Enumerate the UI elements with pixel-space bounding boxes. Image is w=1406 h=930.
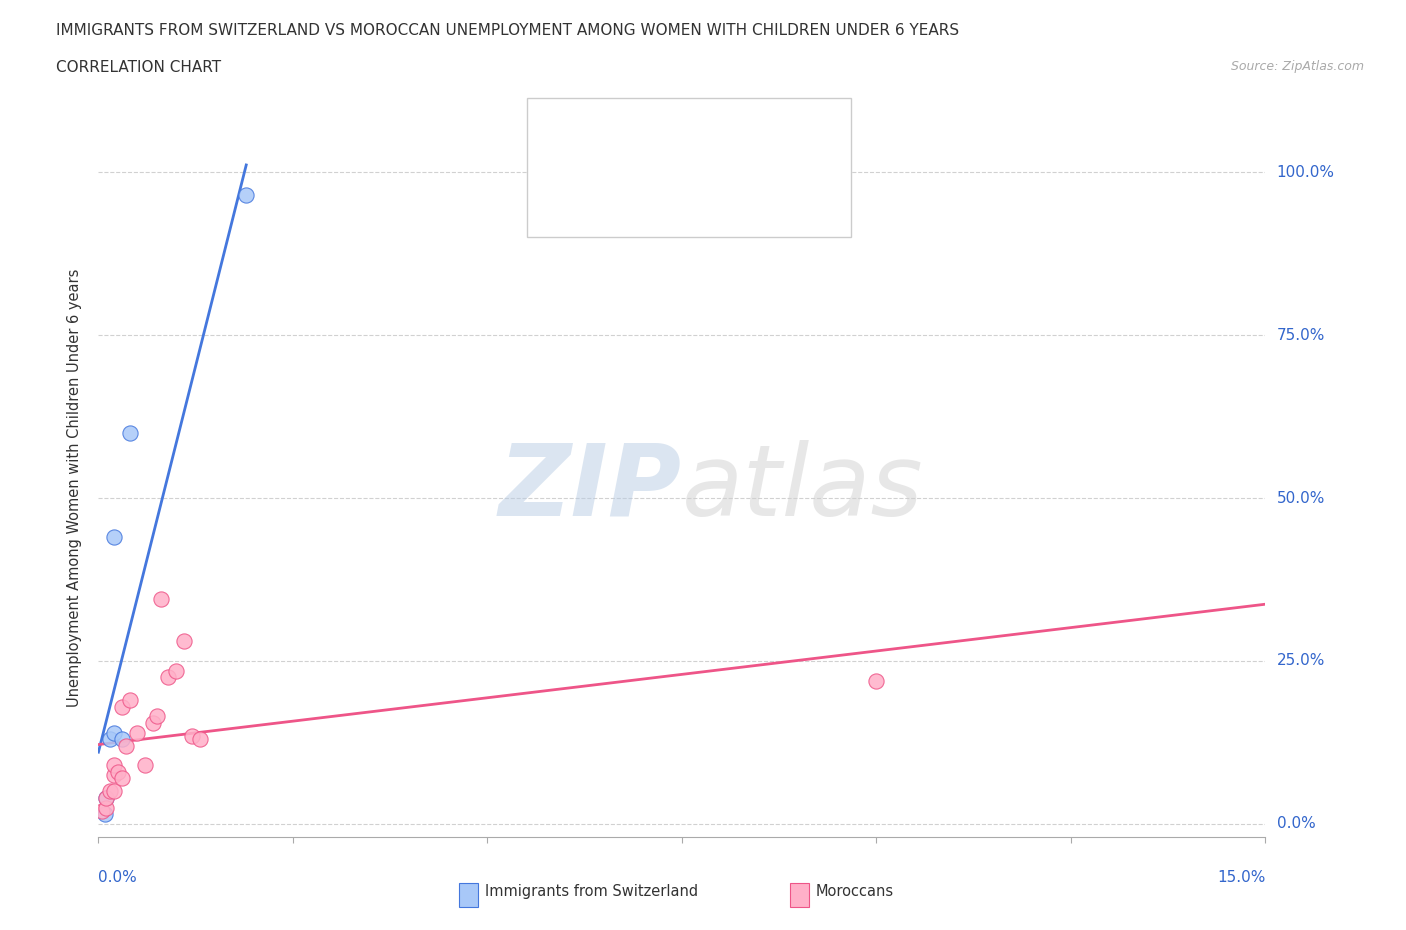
- Point: [103, 758, 125, 773]
- Point: [134, 758, 156, 773]
- Text: Immigrants from Switzerland: Immigrants from Switzerland: [485, 884, 699, 899]
- Point: [103, 725, 125, 740]
- Point: [165, 663, 187, 678]
- Point: [118, 693, 141, 708]
- Point: [142, 715, 165, 730]
- Text: Source: ZipAtlas.com: Source: ZipAtlas.com: [1230, 60, 1364, 73]
- Text: Moroccans: Moroccans: [815, 884, 894, 899]
- Text: 100.0%: 100.0%: [1277, 165, 1334, 179]
- Text: 75.0%: 75.0%: [1277, 327, 1324, 342]
- Text: IMMIGRANTS FROM SWITZERLAND VS MOROCCAN UNEMPLOYMENT AMONG WOMEN WITH CHILDREN U: IMMIGRANTS FROM SWITZERLAND VS MOROCCAN …: [56, 23, 959, 38]
- Point: [146, 709, 169, 724]
- Point: [91, 804, 114, 818]
- Point: [111, 771, 134, 786]
- Text: R = 0.940   N =  8: R = 0.940 N = 8: [596, 130, 748, 149]
- Text: CORRELATION CHART: CORRELATION CHART: [56, 60, 221, 75]
- Text: 0.0%: 0.0%: [1277, 817, 1315, 831]
- Point: [107, 764, 129, 779]
- Text: ZIP: ZIP: [499, 440, 682, 537]
- Point: [235, 188, 257, 203]
- Point: [103, 784, 125, 799]
- Point: [180, 728, 202, 743]
- Point: [103, 530, 125, 545]
- Point: [157, 670, 180, 684]
- Point: [188, 732, 211, 747]
- Point: [111, 732, 134, 747]
- Text: R = 0.357   N = 23: R = 0.357 N = 23: [596, 195, 754, 214]
- Point: [96, 790, 118, 805]
- Point: [127, 725, 149, 740]
- Point: [865, 673, 887, 688]
- Text: 50.0%: 50.0%: [1277, 490, 1324, 506]
- Point: [93, 806, 115, 821]
- Y-axis label: Unemployment Among Women with Children Under 6 years: Unemployment Among Women with Children U…: [67, 269, 83, 708]
- Point: [96, 800, 118, 815]
- Point: [111, 699, 134, 714]
- Text: atlas: atlas: [682, 440, 924, 537]
- Text: 25.0%: 25.0%: [1277, 654, 1324, 669]
- Point: [96, 790, 118, 805]
- Point: [118, 425, 141, 440]
- Point: [103, 767, 125, 782]
- Point: [98, 732, 121, 747]
- Point: [173, 634, 195, 649]
- Text: 0.0%: 0.0%: [98, 870, 138, 884]
- Point: [114, 738, 136, 753]
- Point: [149, 591, 172, 606]
- Text: 15.0%: 15.0%: [1218, 870, 1265, 884]
- Point: [98, 784, 121, 799]
